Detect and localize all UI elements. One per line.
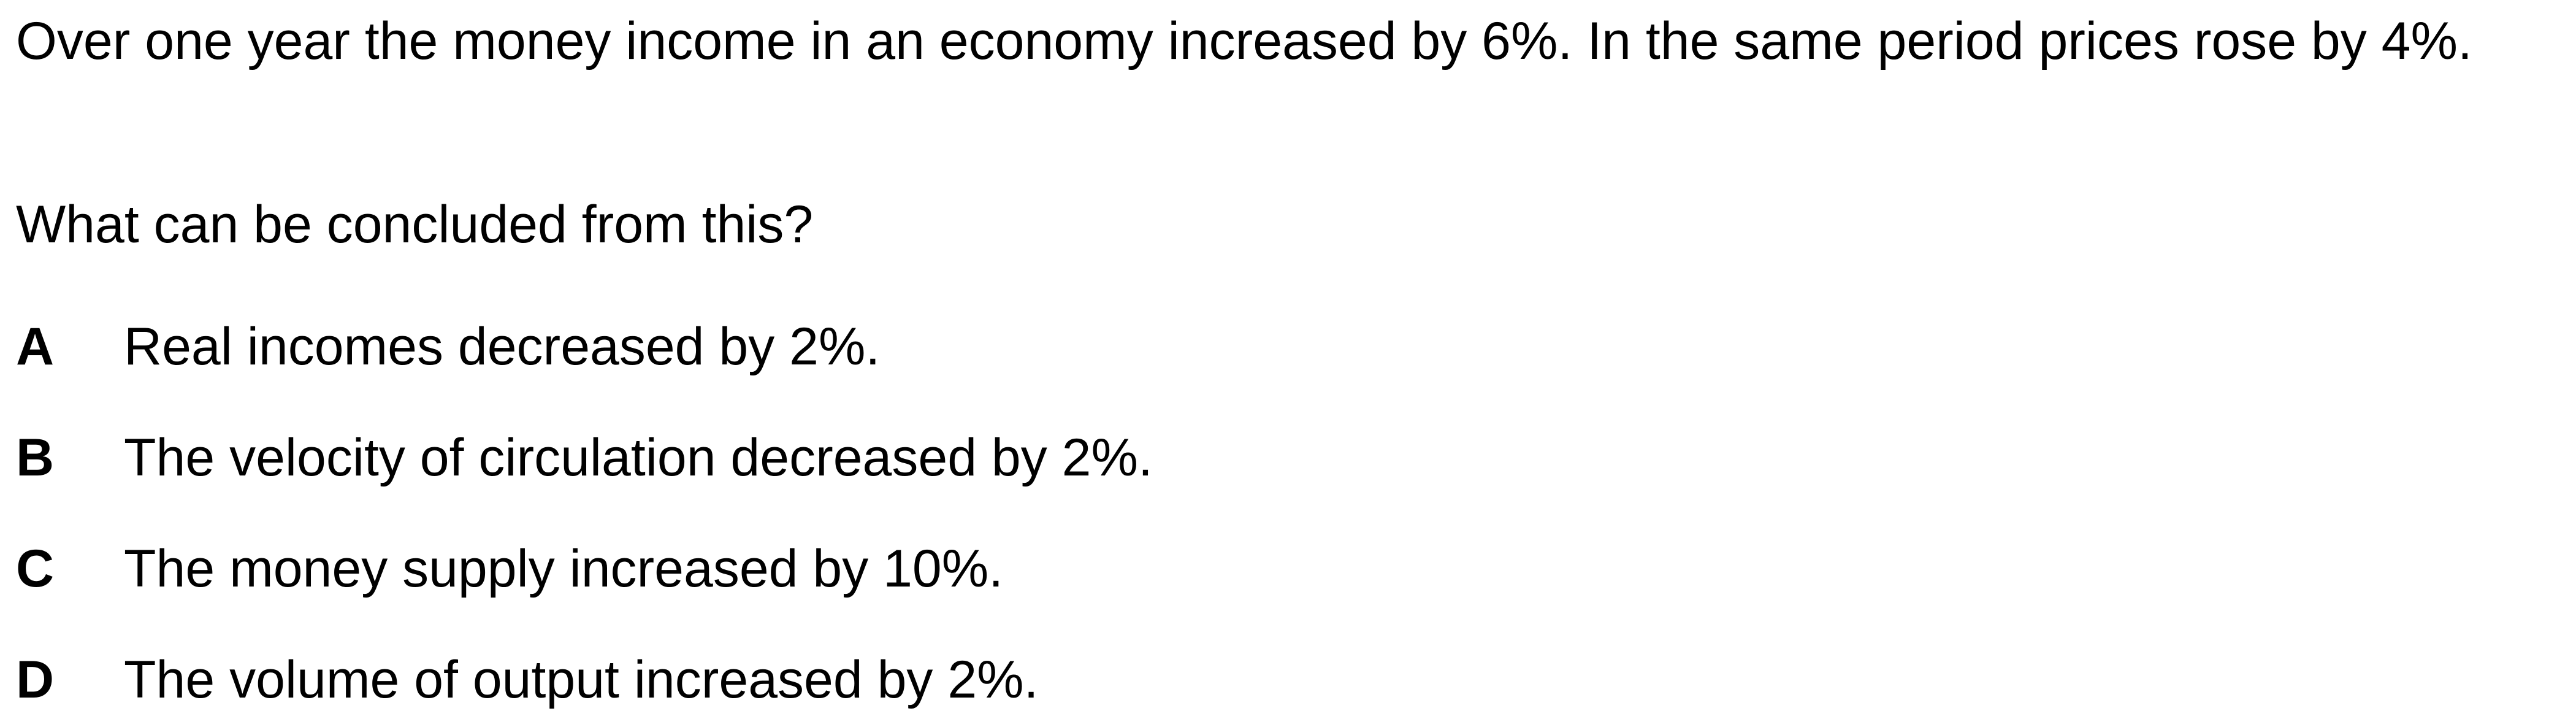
option-b-text: The velocity of circulation decreased by…: [124, 428, 1153, 487]
option-c-letter: C: [16, 539, 55, 598]
option-b-letter: B: [16, 428, 55, 487]
option-c-text: The money supply increased by 10%.: [124, 539, 1004, 598]
option-d-text: The volume of output increased by 2%.: [124, 650, 1039, 709]
question-prompt: What can be concluded from this?: [16, 195, 814, 254]
option-a-letter: A: [16, 317, 55, 376]
option-d-letter: D: [16, 650, 55, 709]
question-stem: Over one year the money income in an eco…: [16, 12, 2472, 71]
option-a-text: Real incomes decreased by 2%.: [124, 317, 881, 376]
